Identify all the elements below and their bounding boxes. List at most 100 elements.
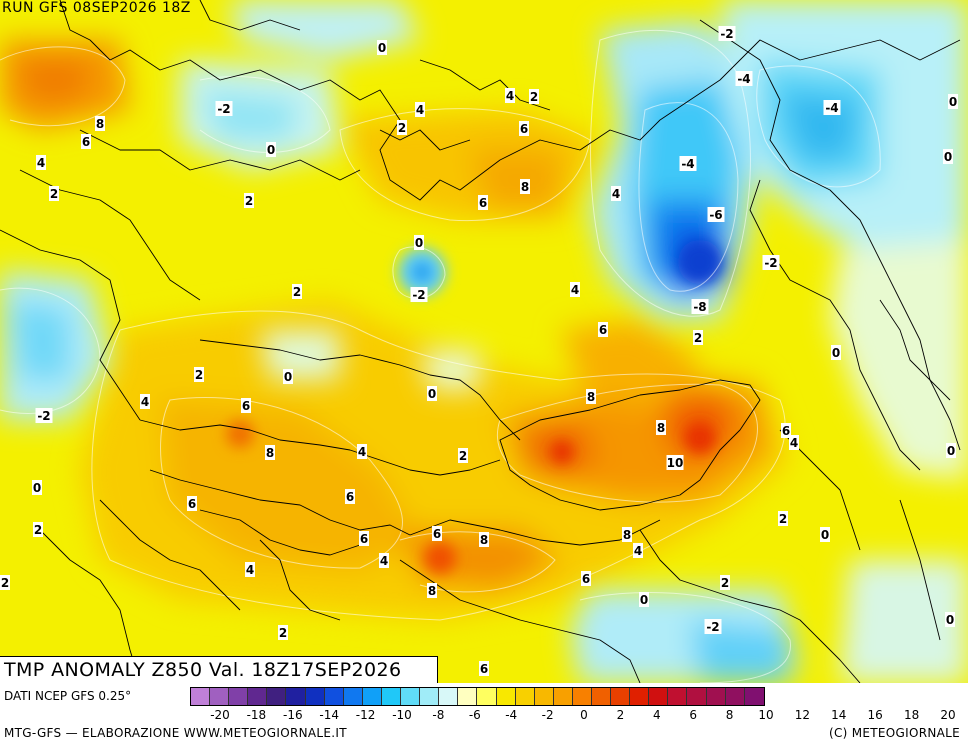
contour-label-bg	[586, 389, 596, 404]
contour-label-bg	[598, 322, 608, 337]
color-swatch	[305, 688, 325, 705]
scale-tick-label: -4	[505, 708, 518, 722]
contour-label-bg	[479, 532, 489, 547]
color-swatch	[668, 688, 688, 705]
color-swatch	[515, 688, 535, 705]
contour-label: -6	[709, 208, 722, 222]
contour-label-bg	[691, 299, 709, 314]
contour-label: 2	[1, 576, 9, 590]
contour-label-bg	[570, 282, 580, 297]
color-swatch	[267, 688, 287, 705]
color-swatch	[534, 688, 554, 705]
color-swatch	[248, 688, 268, 705]
scale-tick-label: 16	[867, 708, 883, 722]
contour-label-bg	[187, 496, 197, 511]
contour-label-bg	[427, 386, 437, 401]
contour-label-bg	[33, 522, 43, 537]
scale-tick-label: 4	[652, 708, 661, 722]
contour-label: 0	[944, 150, 952, 164]
contour-label-bg	[479, 661, 489, 676]
contour-label: 10	[667, 456, 684, 470]
contour-label: 8	[266, 446, 274, 460]
contour-label: 8	[587, 390, 595, 404]
contour-label: -2	[217, 102, 230, 116]
contour-label-bg	[945, 612, 955, 627]
color-swatch	[687, 688, 707, 705]
contour-label: -2	[706, 620, 719, 634]
contour-label-bg	[581, 571, 591, 586]
contour-label: -4	[737, 72, 750, 86]
contour-label: 4	[506, 89, 514, 103]
contour-label-bg	[377, 40, 387, 55]
contour-label: 8	[623, 528, 631, 542]
scale-tick-label: 8	[725, 708, 734, 722]
scale-tick-label: -10	[392, 708, 412, 722]
contour-label: 4	[571, 283, 579, 297]
contour-label: 2	[779, 512, 787, 526]
contour-label: 0	[640, 593, 648, 607]
color-swatch	[324, 688, 344, 705]
contour-label-bg	[656, 420, 666, 435]
contour-label: 6	[480, 662, 488, 676]
color-scale-ticks: -20 -18 -16 -14 -12 -10 -8 -6 -4 -2 0 2 4 6 8 10 12 14 16 1…	[0, 708, 968, 724]
contour-label: -2	[720, 27, 733, 41]
contour-label: 2	[694, 331, 702, 345]
contour-label: 4	[790, 436, 798, 450]
contour-label: 2	[459, 449, 467, 463]
color-swatch	[553, 688, 573, 705]
run-label: RUN GFS 08SEP2026 18Z	[2, 0, 191, 16]
contour-label-bg	[414, 235, 424, 250]
contour-label-bg	[266, 142, 276, 157]
contour-label-bg	[283, 369, 293, 384]
contour-label: 0	[946, 613, 954, 627]
contour-label-bg	[241, 398, 251, 413]
color-swatch	[439, 688, 459, 705]
contour-label-bg	[427, 583, 437, 598]
contour-label: -4	[681, 157, 694, 171]
contour-label-bg	[215, 101, 233, 116]
contour-label: 6	[82, 135, 90, 149]
contour-label: 6	[520, 122, 528, 136]
contour-label: 2	[530, 90, 538, 104]
contour-label-bg	[762, 255, 780, 270]
contour-label-bg	[345, 489, 355, 504]
contour-label-bg	[679, 156, 697, 171]
contour-label: 2	[195, 368, 203, 382]
color-swatch	[725, 688, 745, 705]
contour-label-bg	[789, 435, 799, 450]
contour-label: -2	[764, 256, 777, 270]
contour-label-bg	[292, 284, 302, 299]
contour-label-bg	[718, 26, 736, 41]
contour-label: 4	[246, 563, 254, 577]
color-swatch	[572, 688, 592, 705]
scale-tick-label: -20	[210, 708, 230, 722]
contour-label-bg	[831, 345, 841, 360]
contour-label: 2	[245, 194, 253, 208]
scale-tick-label: 0	[580, 708, 588, 722]
contour-label: 6	[582, 572, 590, 586]
contour-label-bg	[666, 455, 684, 470]
scale-tick-label: -12	[355, 708, 376, 722]
contour-label: 6	[599, 323, 607, 337]
contour-label-bg	[781, 423, 791, 438]
contour-label: 6	[188, 497, 196, 511]
color-swatch	[496, 688, 516, 705]
color-swatch	[343, 688, 363, 705]
contour-label: 2	[721, 576, 729, 590]
color-swatch	[458, 688, 478, 705]
contour-label: 6	[360, 532, 368, 546]
contour-label: 2	[293, 285, 301, 299]
contour-label-bg	[946, 443, 956, 458]
contour-label: 0	[415, 236, 423, 250]
contour-label-bg	[693, 330, 703, 345]
contour-label: 2	[34, 523, 42, 537]
contour-label-bg	[397, 120, 407, 135]
contour-label-bg	[410, 287, 428, 302]
color-swatch	[401, 688, 421, 705]
contour-label: -8	[693, 300, 706, 314]
contour-label: 0	[284, 370, 292, 384]
contour-label-bg	[707, 207, 725, 222]
credit-right: (C) METEOGIORNALE	[828, 726, 960, 740]
contour-label: 0	[832, 346, 840, 360]
color-swatch	[286, 688, 306, 705]
